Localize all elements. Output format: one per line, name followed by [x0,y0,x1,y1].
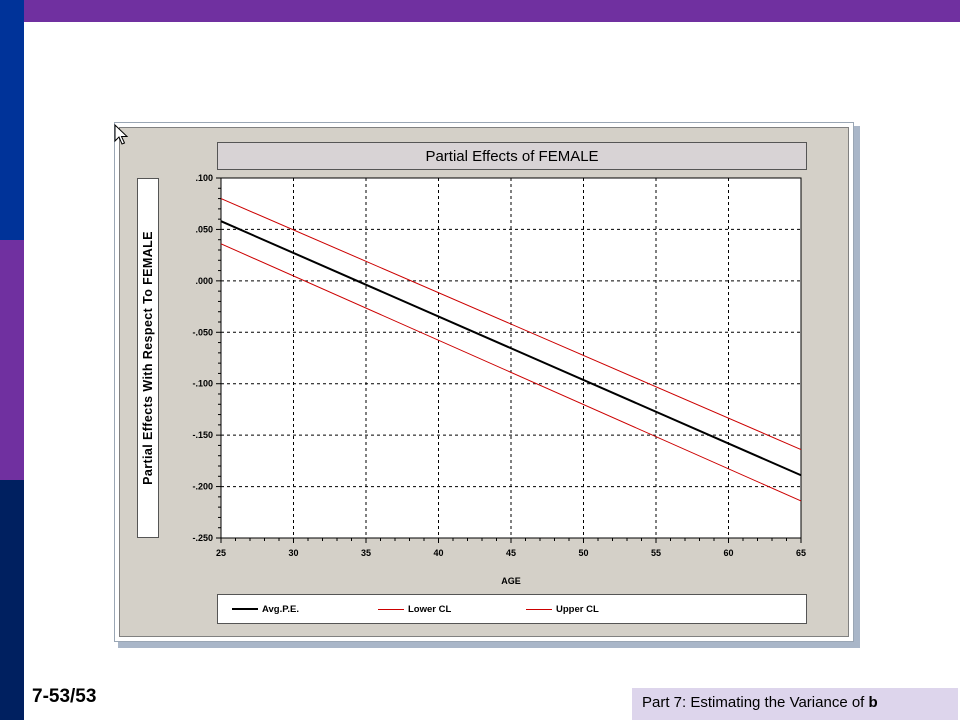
legend-swatch-lower [378,608,404,610]
y-tick-label: -.150 [192,430,213,440]
top-accent-bar [0,0,960,22]
y-tick-label: -.200 [192,482,213,492]
chart-title: Partial Effects of FEMALE [217,142,807,170]
sidebar-segment-navy [0,480,24,720]
x-tick-label: 30 [288,548,298,558]
series-line-avg-pe [220,220,802,477]
mouse-pointer-icon [114,124,129,145]
x-tick-label: 50 [578,548,588,558]
legend-item-avg: Avg.P.E. [232,595,299,623]
y-tick-label: -.050 [192,327,213,337]
y-tick-label: -.100 [192,379,213,389]
legend-label-upper: Upper CL [556,603,599,615]
plot-border [220,177,802,539]
x-tick-label: 40 [433,548,443,558]
x-tick-label: 25 [216,548,226,558]
legend-label-lower: Lower CL [408,603,452,615]
sidebar-segment-blue [0,0,24,240]
x-axis-label: AGE [501,576,521,586]
footer-text-main: Part 7: Estimating the Variance of [642,694,869,711]
y-tick-label: .050 [195,224,213,234]
sidebar-segment-purple [0,240,24,480]
y-tick-label: -.250 [192,533,213,543]
x-tick-label: 45 [506,548,516,558]
x-tick-label: 35 [361,548,371,558]
slide-number: 7-53/53 [32,686,97,707]
chart-legend: Avg.P.E. Lower CL Upper CL [217,594,807,624]
series-line-lower-cl [220,243,802,502]
x-tick-label: 65 [796,548,806,558]
legend-label-avg: Avg.P.E. [262,603,299,615]
footer-caption: Part 7: Estimating the Variance of b [632,688,958,720]
x-tick-label: 55 [651,548,661,558]
y-axis-label-box [137,178,159,538]
legend-swatch-upper [526,608,552,610]
x-tick-label: 60 [723,548,733,558]
footer-text-bold: b [868,694,878,711]
footer-text: Part 7: Estimating the Variance of b [642,694,878,711]
left-accent-bar [0,0,24,720]
series-line-upper-cl [220,198,802,451]
legend-swatch-avg [232,608,258,610]
legend-item-upper: Upper CL [526,595,599,623]
legend-item-lower: Lower CL [378,595,451,623]
y-tick-label: .100 [195,173,213,183]
y-tick-label: .000 [195,276,213,286]
